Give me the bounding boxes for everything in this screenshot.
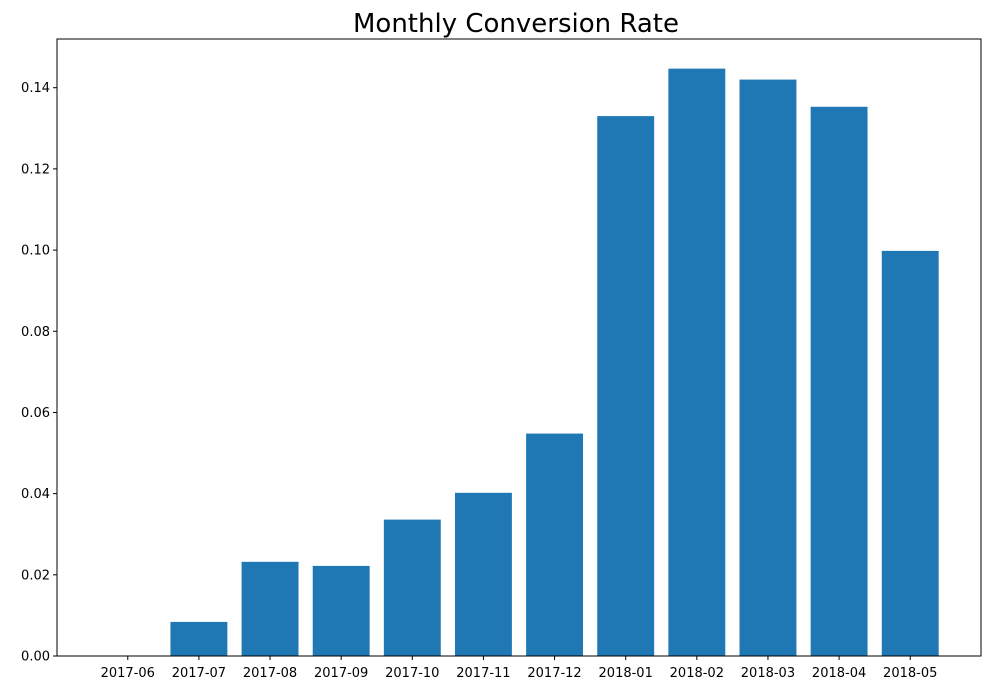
chart-title: Monthly Conversion Rate — [353, 9, 679, 39]
bar-2017-10 — [383, 519, 441, 656]
bar-2018-03 — [739, 79, 797, 657]
y-tick-label: 0.02 — [21, 568, 50, 583]
y-tick-label: 0.00 — [21, 650, 50, 665]
bar-2017-12 — [526, 433, 584, 656]
y-tick-label: 0.14 — [21, 81, 50, 96]
x-tick-label: 2017-11 — [456, 666, 510, 681]
x-tick-label: 2017-09 — [314, 666, 368, 681]
x-tick-label: 2018-04 — [812, 666, 866, 681]
y-tick-label: 0.04 — [21, 487, 50, 502]
y-tick-label: 0.12 — [21, 162, 50, 177]
y-tick-label: 0.06 — [21, 406, 50, 421]
bar-2018-01 — [597, 116, 655, 657]
bars-layer — [170, 68, 939, 657]
x-tick-label: 2017-08 — [243, 666, 297, 681]
axes-layer: 2017-06 2017-07 2017-08 2017-09 2017-10 2017-… — [21, 81, 937, 681]
x-tick-label: 2018-01 — [599, 666, 653, 681]
x-tick-label: 2017-07 — [172, 666, 226, 681]
x-tick-label: 2018-05 — [883, 666, 937, 681]
bar-2018-04 — [810, 106, 868, 657]
x-tick-label: 2018-02 — [670, 666, 724, 681]
x-tick-label: 2017-10 — [385, 666, 439, 681]
bar-2017-11 — [454, 492, 512, 656]
plot-frame — [56, 38, 982, 657]
x-tick-label: 2018-03 — [741, 666, 795, 681]
bar-2017-08 — [241, 561, 299, 656]
x-tick-label: 2017-06 — [101, 666, 155, 681]
y-tick-label: 0.08 — [21, 325, 50, 340]
y-tick-label: 0.10 — [21, 244, 50, 259]
bar-2017-09 — [312, 565, 370, 656]
x-tick-label: 2017-12 — [527, 666, 581, 681]
bar-2018-02 — [668, 68, 726, 656]
bar-2018-05 — [881, 250, 939, 656]
bar-2017-07 — [170, 621, 228, 656]
